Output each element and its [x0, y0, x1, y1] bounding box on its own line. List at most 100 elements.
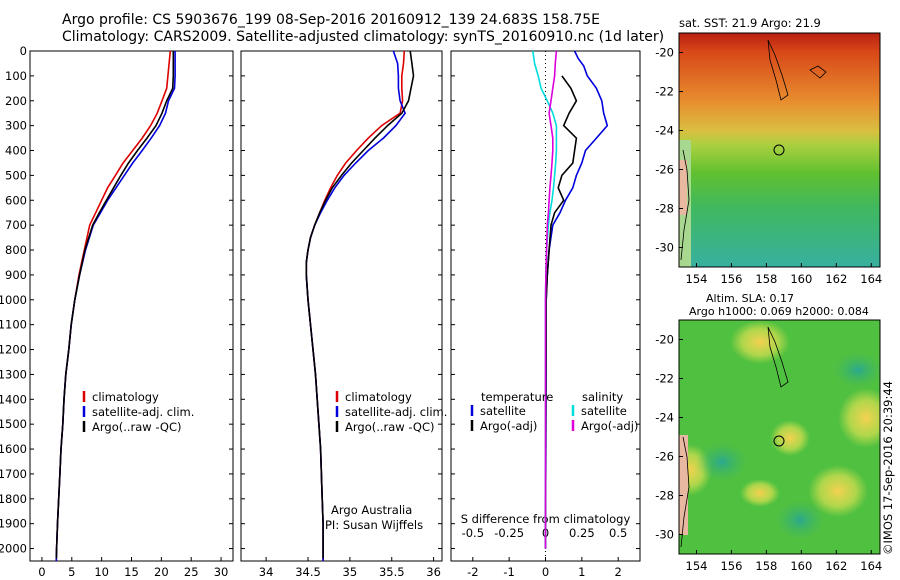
map-x-tick-label: 164 [860, 559, 882, 573]
series-line-argoadj [544, 50, 558, 549]
depth-tick-label: 2000 [0, 542, 27, 556]
map-y-tick-label: -30 [655, 528, 674, 542]
land-mask [679, 160, 687, 215]
x-tick-label: 20 [154, 565, 169, 579]
reef-outline [809, 65, 827, 79]
map-y-tick-label: -22 [655, 85, 674, 99]
legend-label: satellite [581, 404, 627, 418]
legend-label: Argo(..raw -QC) [92, 420, 182, 434]
x-tick-label: 15 [124, 565, 139, 579]
x2-tick-label: -0.25 [494, 526, 524, 540]
sst-field [679, 33, 880, 267]
x-tick-label: 1 [578, 565, 585, 579]
depth-tick-label: 1200 [0, 343, 27, 357]
map-y-tick-label: -24 [655, 411, 674, 425]
depth-tick-label: 800 [5, 243, 27, 257]
sla-map-title: Altim. SLA: 0.17 [706, 292, 795, 305]
x-tick-label: -1 [503, 565, 514, 579]
timestamp-label: ©IMOS 17-Sep-2016 20:39:44 [881, 381, 895, 555]
depth-tick-label: 600 [5, 193, 27, 207]
legend-label: satellite [480, 404, 526, 418]
depth-tick-label: 0 [20, 44, 27, 58]
map-x-tick-label: 154 [686, 559, 708, 573]
x-tick-label: 35.5 [379, 565, 405, 579]
depth-tick-label: 500 [5, 168, 27, 182]
series-line-argorawqc [305, 50, 415, 559]
x-tick-label: 36 [426, 565, 441, 579]
legend-label: Argo(-adj) [480, 419, 537, 433]
map-y-tick-label: -26 [655, 163, 674, 177]
map-y-tick-label: -20 [655, 333, 674, 347]
x-tick-label: 30 [214, 565, 229, 579]
depth-tick-label: 1900 [0, 517, 27, 531]
x-tick-label: -2 [467, 565, 478, 579]
x2-tick-label: 0.25 [569, 526, 595, 540]
map-x-tick-label: 158 [755, 559, 777, 573]
map-x-tick-label: 162 [825, 272, 847, 286]
map-y-tick-label: -24 [655, 124, 674, 138]
map-y-tick-label: -22 [655, 372, 674, 386]
depth-tick-label: 1100 [0, 318, 27, 332]
legend-label: climatology [92, 390, 159, 404]
figure-title-line2: Climatology: CARS2009. Satellite-adjuste… [62, 29, 665, 45]
depth-tick-label: 1500 [0, 417, 27, 431]
map-x-tick-label: 156 [720, 559, 742, 573]
map-y-tick-label: -28 [655, 202, 674, 216]
map-y-tick-label: -30 [655, 241, 674, 255]
legend-label: satellite-adj. clim. [345, 405, 447, 419]
depth-tick-label: 1300 [0, 367, 27, 381]
x-tick-label: 25 [184, 565, 199, 579]
legend-label: Argo(..raw -QC) [345, 420, 435, 434]
depth-tick-label: 900 [5, 268, 27, 282]
sla-map-frame [678, 319, 881, 555]
map-y-tick-label: -28 [655, 489, 674, 503]
depth-tick-label: 1700 [0, 467, 27, 481]
sst-map [678, 32, 881, 268]
reef-outline [767, 326, 789, 388]
map-x-tick-label: 164 [860, 272, 882, 286]
legend-label: Argo(-adj) [581, 419, 638, 433]
x-tick-label: 10 [94, 565, 109, 579]
sla-map [678, 319, 881, 555]
pi-label: PI: Susan Wijffels [325, 518, 423, 532]
map-x-tick-label: 158 [755, 272, 777, 286]
x-tick-label: 2 [615, 565, 622, 579]
map-y-tick-label: -26 [655, 450, 674, 464]
map-x-tick-label: 156 [720, 272, 742, 286]
argo-position-marker [773, 435, 785, 447]
agency-label: Argo Australia [331, 503, 412, 517]
argo-position-marker [773, 144, 785, 156]
x-tick-label: 35 [343, 565, 358, 579]
reef-outline [767, 39, 789, 101]
depth-tick-label: 400 [5, 144, 27, 158]
depth-tick-label: 1400 [0, 392, 27, 406]
x-tick-label: 5 [68, 565, 75, 579]
sla-map-subtitle: Argo h1000: 0.069 h2000: 0.084 [689, 305, 869, 318]
series-line-satellite [532, 50, 558, 549]
x-tick-label: 34.5 [295, 565, 321, 579]
map-x-tick-label: 160 [790, 272, 812, 286]
depth-tick-label: 100 [5, 69, 27, 83]
x2-tick-label: 0.5 [609, 526, 627, 540]
legend-header-salinity: salinity [582, 390, 623, 404]
x-tick-label: 0 [542, 565, 549, 579]
x-tick-label: 34 [259, 565, 274, 579]
series-line-argorawqc [55, 51, 175, 559]
map-x-tick-label: 154 [686, 272, 708, 286]
coastline [680, 436, 690, 548]
legend-header-temperature: temperature [481, 390, 553, 404]
map-x-tick-label: 160 [790, 559, 812, 573]
legend-label: satellite-adj. clim. [92, 405, 194, 419]
sst-map-frame [678, 32, 881, 268]
map-x-tick-label: 162 [825, 559, 847, 573]
depth-tick-label: 1000 [0, 293, 27, 307]
temperature-plot-frame [29, 50, 234, 562]
x-tick-label: 0 [38, 565, 45, 579]
depth-tick-label: 300 [5, 119, 27, 133]
x2-tick-label: -0.5 [462, 526, 484, 540]
salinity-plot-frame [240, 50, 443, 562]
coastline [680, 149, 690, 261]
sst-map-title: sat. SST: 21.9 Argo: 21.9 [679, 16, 821, 30]
legend-label: climatology [345, 390, 412, 404]
